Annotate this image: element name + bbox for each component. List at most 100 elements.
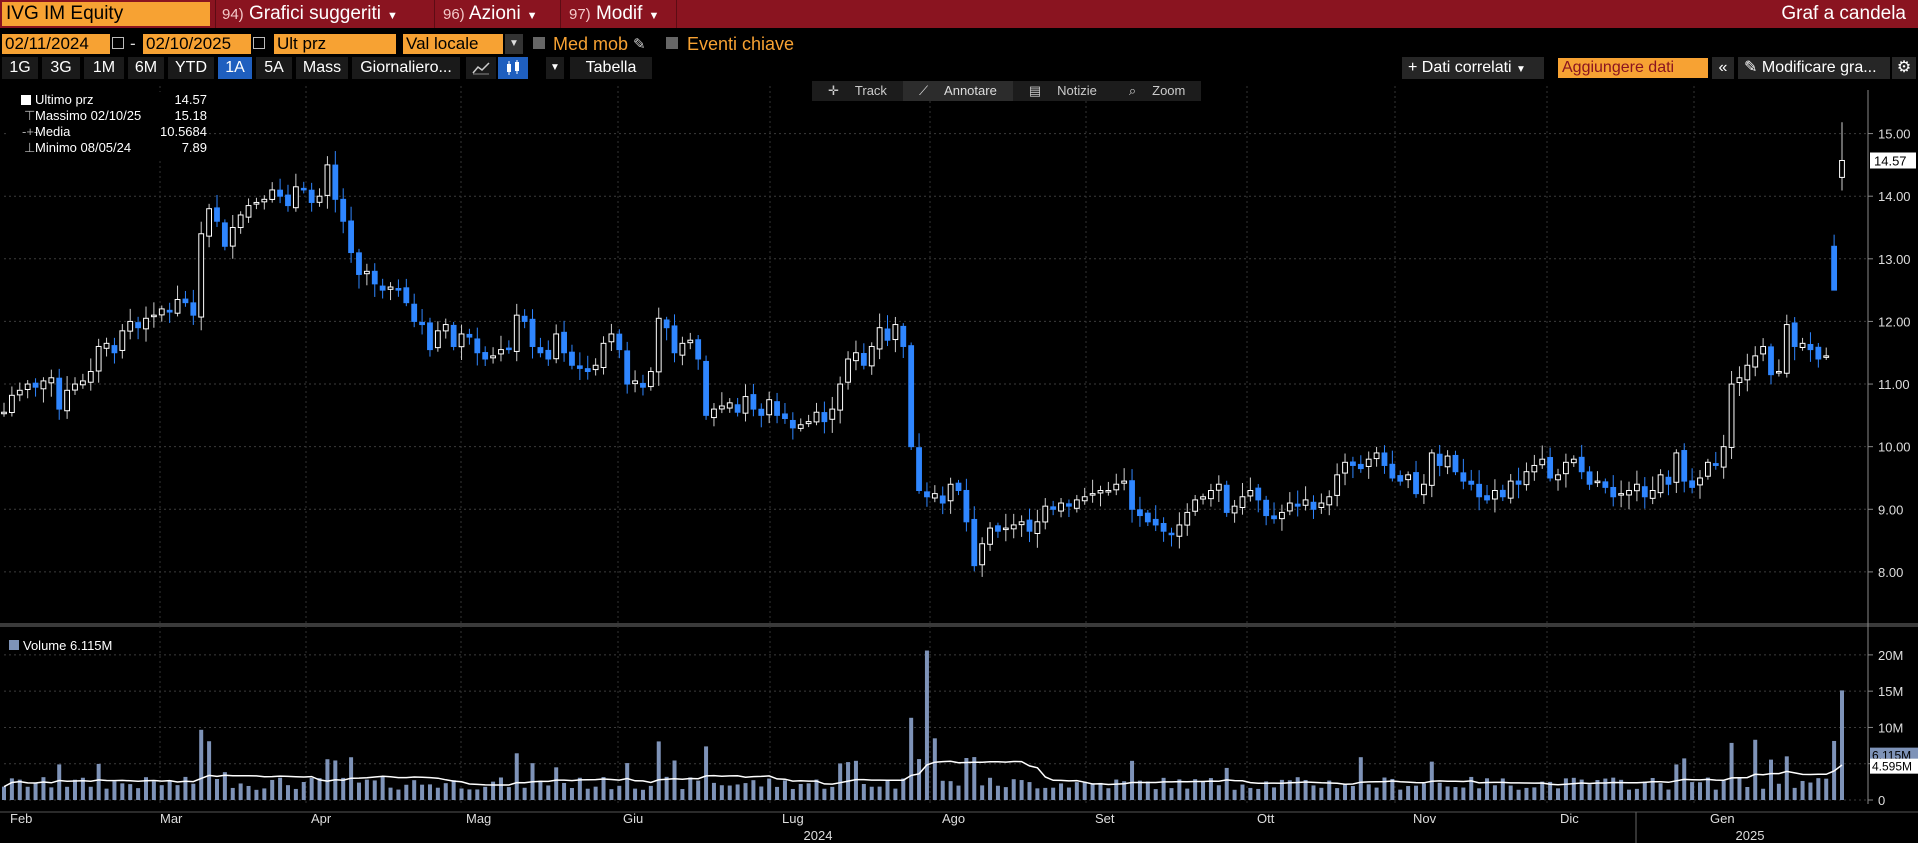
candle-body [797,424,804,429]
related-data-button[interactable]: + Dati correlati ▼ [1402,57,1544,79]
period-ytd[interactable]: YTD [168,57,214,79]
candle-body [1373,452,1380,460]
volume-bar [396,789,401,800]
end-date-field[interactable]: 02/10/2025 [143,34,251,54]
news-tool[interactable]: ▤ Notizie [1013,81,1113,101]
calendar-icon[interactable] [112,37,124,49]
volume-bar [743,783,748,800]
period-6m[interactable]: 6M [128,57,164,79]
candle-body [1539,458,1546,466]
volume-bar [498,777,503,800]
period-1g[interactable]: 1G [2,57,38,79]
volume-bar [412,780,417,800]
candle-body [711,408,717,419]
news-icon: ▤ [1028,83,1042,98]
volume-bar [1177,779,1182,800]
volume-bar [1019,780,1024,800]
month-label: Set [1095,811,1115,826]
gear-icon[interactable]: ⚙ [1892,57,1916,79]
mean-marker-icon: -+- [22,124,39,139]
legend-row: Ultimo prz 14.57 [9,92,207,108]
key-events-checkbox[interactable] [666,37,678,49]
frequency-select[interactable]: Giornaliero... [352,57,460,79]
menu-edit[interactable]: 97) Modif ▼ [569,0,659,28]
menu-suggested-charts[interactable]: 94) Grafici suggeriti ▼ [222,0,398,28]
candle-body [1113,483,1120,491]
currency-dropdown-icon[interactable]: ▼ [505,34,523,54]
line-chart-icon[interactable] [466,57,496,79]
candle-body [1129,480,1135,510]
track-tool[interactable]: ✛ Track [812,81,903,101]
candle-body [1192,499,1199,512]
calendar-icon[interactable] [253,37,265,49]
edit-chart-button[interactable]: ✎ Modificare gra... [1738,57,1890,79]
volume-bar [483,786,488,800]
volume-bar [1556,788,1561,800]
volume-bar [893,788,898,800]
volume-bar [751,780,756,800]
period-mass[interactable]: Mass [296,57,348,79]
legend-label: Massimo 02/10/25 [35,108,142,123]
moving-avg-label: Med mob [553,34,629,54]
table-button[interactable]: Tabella [570,57,652,79]
candle-body [64,389,71,412]
candle-body [1775,371,1782,374]
volume-bar [1776,783,1781,800]
volume-bar [1532,787,1537,800]
high-marker-icon: ⊤ [24,108,36,123]
volume-bar [151,781,156,800]
candle-body [419,321,425,326]
period-1a[interactable]: 1A [218,57,252,79]
price-field-select[interactable]: Ult prz [274,34,396,54]
candle-body [379,285,386,291]
add-data-input[interactable]: Aggiungere dati [1558,58,1708,78]
month-label: Dic [1560,811,1579,826]
zoom-tool[interactable]: ⌕ Zoom [1113,81,1202,101]
volume-bar [325,759,330,800]
candle-body [924,491,930,498]
month-label: Ago [942,811,965,826]
candle-body [1223,484,1230,513]
candle-body [837,383,844,411]
candle-body [411,303,418,322]
candlestick-icon[interactable] [498,57,528,79]
volume-bar [1343,784,1348,800]
candle-body [584,368,591,373]
divider [434,0,435,28]
volume-bar [451,780,456,800]
candle-body [308,189,315,203]
candle-body [1436,453,1443,466]
candle-body [1389,463,1396,479]
candle-body [1839,159,1845,178]
pencil-icon[interactable]: ✎ [633,36,646,53]
moving-avg-checkbox[interactable] [533,37,545,49]
chart-style-dropdown-icon[interactable]: ▼ [546,57,564,79]
start-date-field[interactable]: 02/11/2024 [2,34,110,54]
volume-bar [1035,788,1040,800]
candle-body [1492,490,1498,500]
volume-bar [1477,788,1482,800]
candle-body [1302,499,1309,506]
legend-row: ⊥ Minimo 08/05/24 7.89 [9,140,207,156]
volume-bar [1185,788,1190,800]
period-1m[interactable]: 1M [84,57,124,79]
last-price-tag [1870,152,1916,169]
period-3g[interactable]: 3G [42,57,80,79]
menu-actions[interactable]: 96) Azioni ▼ [443,0,538,28]
volume-bar [1232,789,1237,800]
ticker-field[interactable]: IVG IM Equity [2,2,210,26]
candle-body [1239,496,1246,509]
candle-body [427,322,433,351]
collapse-icon[interactable]: « [1712,57,1734,79]
period-5a[interactable]: 5A [256,57,292,79]
candle-body [671,325,678,354]
candle-body [592,364,599,371]
annotate-tool[interactable]: ⟋ Annotare [902,81,1013,101]
volume-bar [278,777,283,800]
currency-select[interactable]: Val locale [403,34,503,54]
candle-body [245,205,252,218]
candle-body [1626,490,1632,496]
volume-bar [601,777,606,800]
volume-bar [988,777,993,800]
